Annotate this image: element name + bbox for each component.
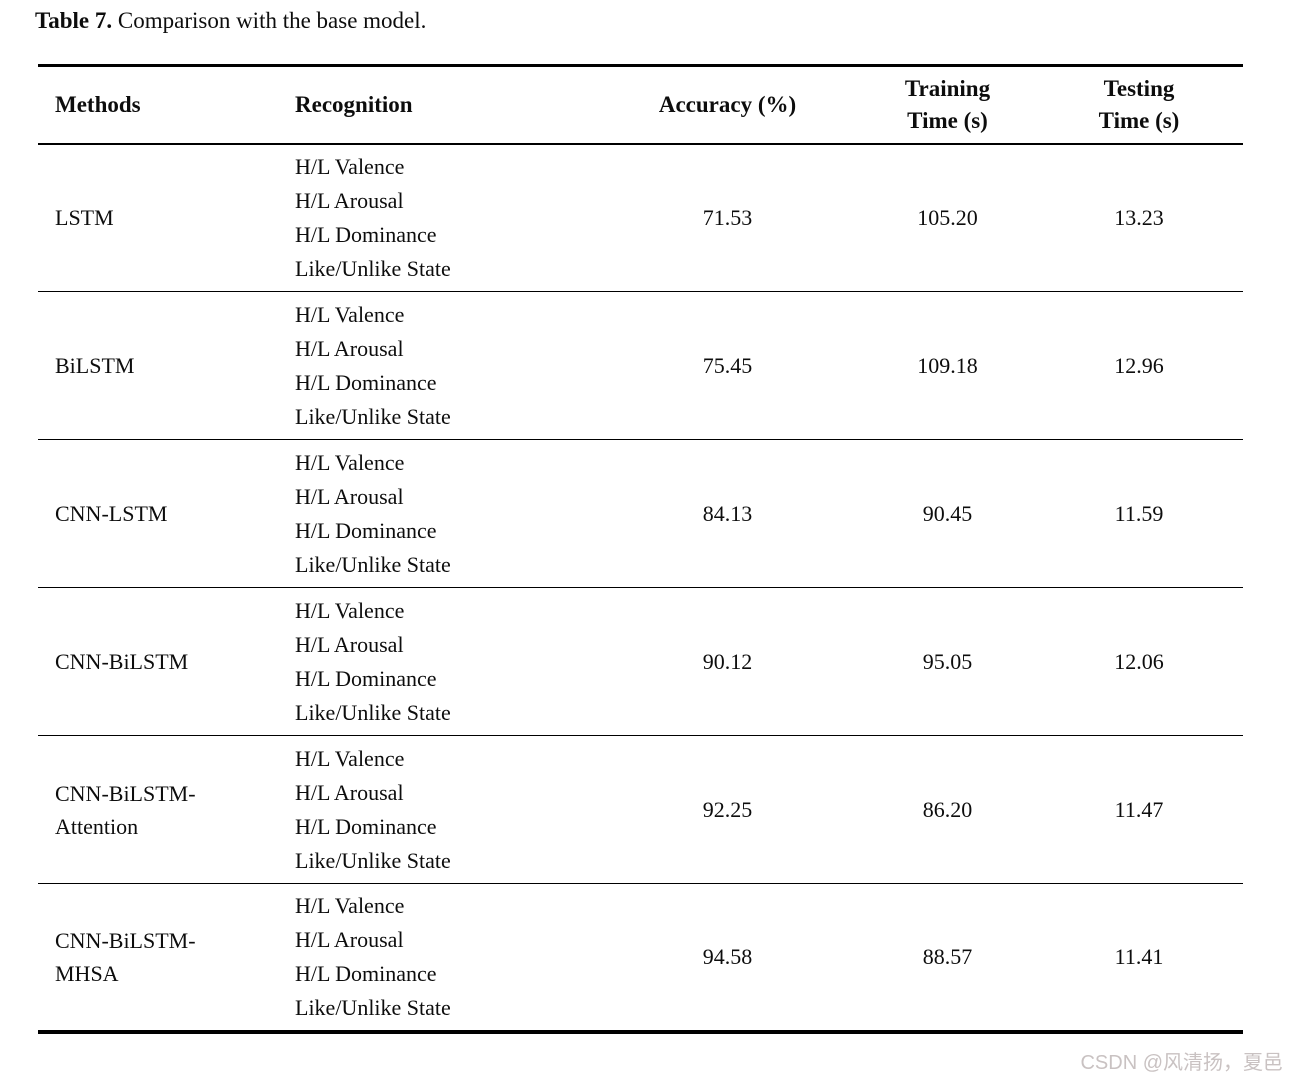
accuracy-cell: 84.13 bbox=[702, 500, 753, 526]
table-caption-label: Table 7. bbox=[35, 8, 113, 33]
training-time-cell: 86.20 bbox=[922, 796, 973, 822]
recognition-line: H/L Valence bbox=[295, 597, 405, 623]
col-header-training-time-line2: Time (s) bbox=[907, 107, 988, 133]
col-header-testing-time: Testing Time (s) bbox=[1035, 66, 1243, 144]
recognition-cell: H/L Valence H/L Arousal H/L Dominance Li… bbox=[285, 292, 595, 440]
table-row-cnn-bilstm-attention: CNN-BiLSTM-Attention H/L Valence H/L Aro… bbox=[38, 736, 1243, 884]
testing-time-cell: 11.59 bbox=[1114, 500, 1164, 526]
table-row-bilstm: BiLSTM H/L Valence H/L Arousal H/L Domin… bbox=[38, 292, 1243, 440]
header-row: Methods Recognition Accuracy (%) Trainin… bbox=[38, 66, 1243, 144]
recognition-line: H/L Arousal bbox=[295, 335, 404, 361]
accuracy-cell: 71.53 bbox=[702, 204, 753, 230]
method-cell: CNN-BiLSTM-Attention bbox=[55, 780, 196, 839]
recognition-line: Like/Unlike State bbox=[295, 551, 451, 577]
training-time-cell: 105.20 bbox=[917, 204, 978, 230]
testing-time-cell: 12.96 bbox=[1114, 352, 1164, 378]
recognition-line: H/L Arousal bbox=[295, 779, 404, 805]
recognition-line: Like/Unlike State bbox=[295, 847, 451, 873]
col-header-testing-time-line2: Time (s) bbox=[1098, 107, 1180, 133]
method-cell: LSTM bbox=[55, 205, 114, 231]
table-body: LSTM H/L Valence H/L Arousal H/L Dominan… bbox=[38, 144, 1243, 1032]
col-header-training-time: Training Time (s) bbox=[860, 66, 1035, 144]
training-time-cell: 90.45 bbox=[922, 500, 973, 526]
recognition-line: Like/Unlike State bbox=[295, 699, 451, 725]
col-header-accuracy: Accuracy (%) bbox=[658, 91, 797, 117]
accuracy-cell: 90.12 bbox=[702, 648, 753, 674]
training-time-cell: 88.57 bbox=[922, 943, 973, 969]
recognition-cell: H/L Valence H/L Arousal H/L Dominance Li… bbox=[285, 736, 595, 884]
recognition-line: H/L Arousal bbox=[295, 926, 404, 952]
table-caption-text: Comparison with the base model. bbox=[117, 8, 427, 33]
recognition-line: H/L Arousal bbox=[295, 631, 404, 657]
recognition-cell: H/L Valence H/L Arousal H/L Dominance Li… bbox=[285, 440, 595, 588]
recognition-line: H/L Arousal bbox=[295, 187, 404, 213]
recognition-line: H/L Valence bbox=[295, 745, 405, 771]
comparison-table: Methods Recognition Accuracy (%) Trainin… bbox=[38, 64, 1243, 1034]
testing-time-cell: 12.06 bbox=[1114, 648, 1164, 674]
recognition-cell: H/L Valence H/L Arousal H/L Dominance Li… bbox=[285, 588, 595, 736]
recognition-line: H/L Dominance bbox=[295, 369, 437, 395]
table-row-lstm: LSTM H/L Valence H/L Arousal H/L Dominan… bbox=[38, 144, 1243, 292]
testing-time-cell: 11.47 bbox=[1114, 796, 1164, 822]
training-time-cell: 109.18 bbox=[917, 352, 978, 378]
recognition-line: H/L Valence bbox=[295, 892, 405, 918]
recognition-line: H/L Valence bbox=[295, 301, 405, 327]
table-caption: Table 7. Comparison with the base model. bbox=[35, 8, 426, 34]
recognition-line: H/L Dominance bbox=[295, 665, 437, 691]
method-cell: BiLSTM bbox=[55, 353, 135, 378]
table-row-cnn-bilstm: CNN-BiLSTM H/L Valence H/L Arousal H/L D… bbox=[38, 588, 1243, 736]
testing-time-cell: 13.23 bbox=[1114, 204, 1164, 230]
recognition-line: H/L Dominance bbox=[295, 960, 437, 986]
accuracy-cell: 92.25 bbox=[702, 796, 753, 822]
col-header-testing-time-line1: Testing bbox=[1103, 75, 1175, 101]
method-cell: CNN-BiLSTM bbox=[55, 649, 189, 674]
recognition-line: Like/Unlike State bbox=[295, 255, 451, 281]
recognition-line: H/L Valence bbox=[295, 153, 405, 179]
table-row-cnn-lstm: CNN-LSTM H/L Valence H/L Arousal H/L Dom… bbox=[38, 440, 1243, 588]
method-cell: CNN-LSTM bbox=[55, 501, 168, 526]
recognition-line: Like/Unlike State bbox=[295, 403, 451, 429]
col-header-recognition: Recognition bbox=[295, 91, 413, 117]
recognition-line: H/L Arousal bbox=[295, 483, 404, 509]
table-header: Methods Recognition Accuracy (%) Trainin… bbox=[38, 66, 1243, 144]
accuracy-cell: 94.58 bbox=[702, 943, 753, 969]
recognition-line: H/L Dominance bbox=[295, 813, 437, 839]
recognition-cell: H/L Valence H/L Arousal H/L Dominance Li… bbox=[285, 884, 595, 1032]
accuracy-cell: 75.45 bbox=[702, 352, 753, 378]
training-time-cell: 95.05 bbox=[922, 648, 973, 674]
col-header-methods: Methods bbox=[55, 91, 141, 117]
recognition-line: Like/Unlike State bbox=[295, 994, 451, 1020]
recognition-line: H/L Dominance bbox=[295, 221, 437, 247]
recognition-cell: H/L Valence H/L Arousal H/L Dominance Li… bbox=[285, 144, 595, 292]
recognition-line: H/L Dominance bbox=[295, 517, 437, 543]
recognition-line: H/L Valence bbox=[295, 449, 405, 475]
table-row-cnn-bilstm-mhsa: CNN-BiLSTM-MHSA H/L Valence H/L Arousal … bbox=[38, 884, 1243, 1032]
watermark: CSDN @风清扬，夏邑 bbox=[1080, 1052, 1283, 1074]
method-cell: CNN-BiLSTM-MHSA bbox=[55, 927, 196, 986]
col-header-training-time-line1: Training bbox=[904, 75, 991, 101]
testing-time-cell: 11.41 bbox=[1114, 943, 1164, 969]
